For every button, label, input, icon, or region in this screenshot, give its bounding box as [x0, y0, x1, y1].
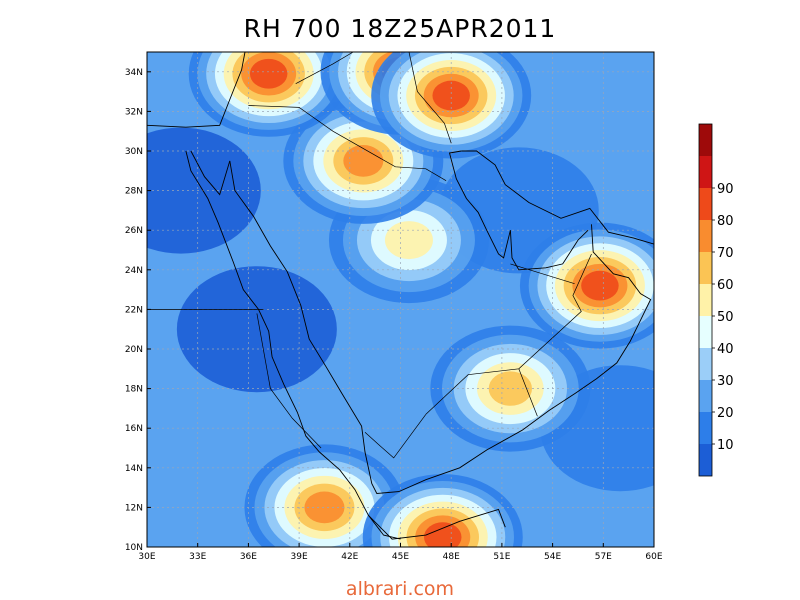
lat-tick-label: 16N: [125, 424, 143, 434]
lon-tick-label: 39E: [291, 552, 308, 562]
colorbar: 10 20 30 40 50 60 70 80 90: [698, 123, 734, 477]
coastline: [147, 52, 246, 128]
coastline: [448, 150, 589, 271]
humidity-feature: [519, 222, 654, 349]
colorbar-label: 60: [717, 278, 734, 293]
coastline: [185, 150, 401, 540]
humidity-field: [147, 52, 654, 547]
lon-tick-label: 48E: [443, 552, 460, 562]
colorbar-label: 70: [717, 246, 734, 261]
lon-tick-label: 57E: [595, 552, 612, 562]
coastlines-and-borders: [147, 52, 654, 540]
coastline: [229, 160, 652, 494]
axis-ticks: 30E 33E 36E 39E 42E 45E 48E 51E 54E 57E 60E 10N 12N 1…: [125, 68, 663, 562]
country-border: [364, 414, 427, 459]
lat-tick-label: 32N: [125, 107, 143, 117]
colorbar-label: 90: [717, 182, 734, 197]
colorbar-swatch: [699, 316, 712, 348]
country-border: [295, 52, 354, 85]
lon-tick-label: 30E: [138, 552, 155, 562]
lat-tick-label: 10N: [125, 543, 143, 553]
colorbar-label: 40: [717, 342, 734, 357]
lat-tick-label: 18N: [125, 385, 143, 395]
map-title: RH 700 18Z25APR2011: [243, 14, 557, 43]
country-border: [408, 52, 452, 144]
colorbar-swatch: [699, 348, 712, 380]
colorbar-label: 20: [717, 406, 734, 421]
colorbar-swatch: [699, 188, 712, 220]
humidity-feature: [176, 266, 337, 393]
country-border: [248, 105, 447, 182]
colorbar-swatch: [699, 444, 712, 476]
lon-tick-label: 60E: [645, 552, 662, 562]
country-border: [518, 368, 538, 417]
colorbar-label: 30: [717, 374, 734, 389]
lat-tick-label: 14N: [125, 464, 143, 474]
lat-tick-label: 24N: [125, 266, 143, 276]
lat-tick-label: 30N: [125, 147, 143, 157]
lat-tick-label: 20N: [125, 345, 143, 355]
colorbar-label: 80: [717, 214, 734, 229]
colorbar-swatch: [699, 284, 712, 316]
lat-tick-label: 26N: [125, 226, 143, 236]
colorbar-swatch: [699, 412, 712, 444]
country-border: [256, 313, 322, 449]
lon-tick-label: 54E: [544, 552, 561, 562]
colorbar-swatch: [699, 156, 712, 188]
watermark: albrari.com: [345, 578, 455, 600]
lat-tick-label: 34N: [125, 68, 143, 78]
coastline: [190, 150, 231, 196]
lon-tick-label: 42E: [341, 552, 358, 562]
coastline: [368, 508, 506, 540]
coastline: [461, 150, 654, 245]
colorbar-swatch: [699, 252, 712, 284]
lon-tick-label: 33E: [189, 552, 206, 562]
lon-tick-label: 51E: [493, 552, 510, 562]
colorbar-swatch: [699, 380, 712, 412]
humidity-feature: [371, 52, 532, 159]
country-border: [425, 253, 592, 415]
humidity-feature: [244, 444, 405, 547]
lon-tick-label: 45E: [392, 552, 409, 562]
humidity-feature: [430, 325, 591, 452]
colorbar-label: 10: [717, 438, 734, 453]
lat-tick-label: 12N: [125, 503, 143, 513]
colorbar-swatch: [699, 220, 712, 252]
country-border: [510, 263, 575, 285]
colorbar-label: 50: [717, 310, 734, 325]
lat-tick-label: 28N: [125, 187, 143, 197]
lon-tick-label: 36E: [240, 552, 257, 562]
humidity-feature: [362, 474, 523, 547]
lat-tick-label: 22N: [125, 305, 143, 315]
colorbar-swatch: [699, 124, 712, 156]
